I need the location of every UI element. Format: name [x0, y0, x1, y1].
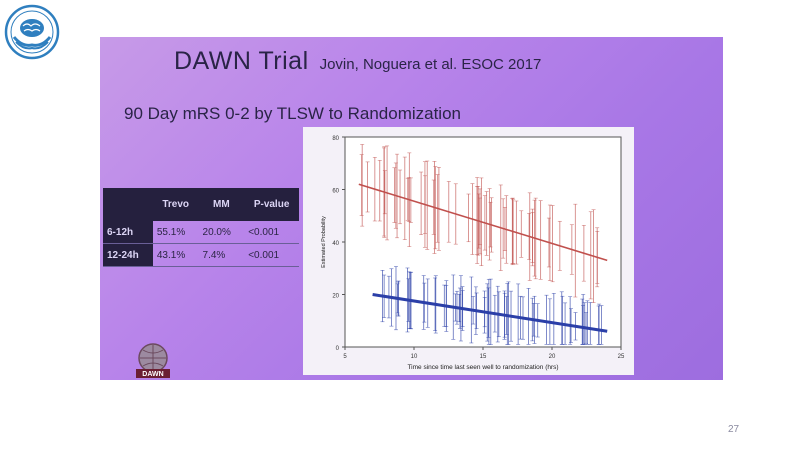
x-axis-label: Time since time last seen well to random… [407, 364, 558, 371]
table-header [103, 188, 153, 221]
table-header: P-value [244, 188, 299, 221]
title-authors: Jovin, Noguera et al. ESOC 2017 [319, 56, 542, 73]
svg-text:DAWN: DAWN [142, 371, 163, 378]
dawn-trial-logo-icon: DAWN [136, 343, 170, 378]
y-tick-label: 40 [332, 241, 339, 247]
x-tick-label: 15 [480, 354, 487, 360]
probability-chart: 0 20 40 60 80 5 10 15 20 25 Time since time last s… [321, 136, 625, 371]
cell-pvalue: <0.001 [244, 221, 299, 244]
y-tick-label: 0 [336, 346, 340, 352]
y-tick-label: 60 [332, 189, 339, 195]
x-tick-label: 20 [549, 354, 556, 360]
table-row: 12-24h 43.1% 7.4% <0.001 [103, 243, 299, 267]
slide-photo: DAWN Trial Jovin, Noguera et al. ESOC 20… [100, 37, 723, 380]
y-tick-label: 80 [332, 136, 339, 142]
x-tick-label: 5 [343, 354, 347, 360]
title-main: DAWN Trial [174, 47, 309, 75]
plot-frame [344, 136, 622, 348]
y-axis-label: Estimated Probability [321, 216, 327, 268]
slide-title: DAWN Trial Jovin, Noguera et al. ESOC 20… [174, 47, 541, 76]
x-tick-label: 10 [411, 354, 418, 360]
series-line [372, 293, 608, 333]
cell-pvalue: <0.001 [244, 243, 299, 267]
chart-panel: 0 20 40 60 80 5 10 15 20 25 Time since time last s… [303, 127, 634, 375]
page-number: 27 [728, 424, 740, 435]
cell-mm: 7.4% [198, 243, 245, 267]
cell-trevo: 55.1% [152, 221, 199, 244]
brain-hands-logo-icon [4, 4, 60, 60]
series-line [358, 183, 608, 262]
slide-subtitle: 90 Day mRS 0-2 by TLSW to Randomization [124, 104, 461, 123]
row-label: 12-24h [103, 243, 153, 267]
table-row: 6-12h 55.1% 20.0% <0.001 [103, 221, 299, 244]
table-header-row: Trevo MM P-value [103, 188, 299, 221]
x-tick-label: 25 [618, 354, 625, 360]
y-tick-label: 20 [332, 294, 339, 300]
table-header: MM [198, 188, 245, 221]
table-header: Trevo [152, 188, 199, 221]
row-label: 6-12h [103, 221, 153, 244]
cell-mm: 20.0% [198, 221, 245, 244]
results-table: Trevo MM P-value 6-12h 55.1% 20.0% <0.00… [103, 188, 299, 267]
cell-trevo: 43.1% [152, 243, 199, 267]
